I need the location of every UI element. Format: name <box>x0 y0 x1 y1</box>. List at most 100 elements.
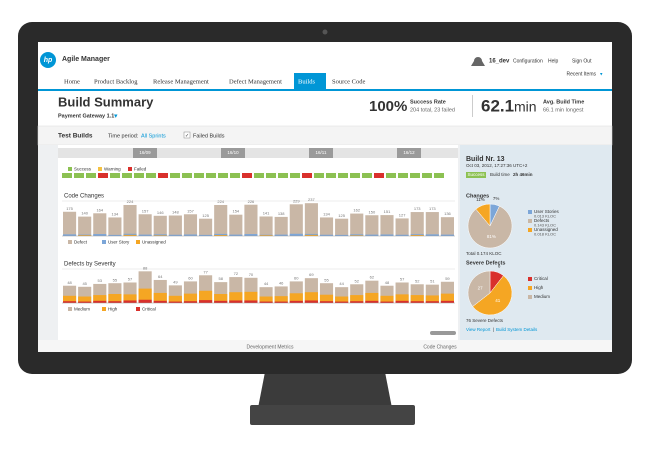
build-status <box>74 173 84 178</box>
slice-label: 11% <box>476 197 485 202</box>
bar <box>214 300 228 303</box>
view-selector[interactable]: Test Builds <box>58 133 93 140</box>
pie-slice <box>467 205 513 249</box>
bar-label: 45 <box>82 281 87 286</box>
bar <box>440 300 454 303</box>
bar <box>365 215 379 236</box>
bar <box>425 234 439 236</box>
nav-tab[interactable]: Release Management <box>153 78 209 85</box>
bar <box>199 234 213 236</box>
legend-label: Medium <box>534 294 550 299</box>
build-status <box>290 173 300 178</box>
bar-label: 146 <box>157 210 164 215</box>
bar <box>410 235 424 236</box>
timeline-marker-label: 16/11 <box>316 150 327 155</box>
bar <box>274 296 288 303</box>
checkbox-label[interactable]: Failed Builds <box>193 133 225 139</box>
bar <box>365 300 379 303</box>
recent-items[interactable]: Recent Items <box>567 71 597 77</box>
bar-label: 226 <box>248 199 255 204</box>
bar-label: 51 <box>430 279 435 284</box>
legend-label: Defect <box>74 240 88 245</box>
bar <box>168 301 182 303</box>
active-tab <box>294 73 326 89</box>
build-status <box>386 173 396 178</box>
bar-label: 60 <box>294 275 299 280</box>
build-status <box>410 173 420 178</box>
link[interactable]: Build System Details <box>496 327 538 332</box>
nav-tab[interactable]: Source Code <box>332 78 366 85</box>
bar-label: 52 <box>415 278 420 283</box>
bar <box>199 300 213 303</box>
bar-label: 175 <box>66 206 73 211</box>
legend-swatch <box>128 167 132 171</box>
bar-label: 59 <box>445 276 450 281</box>
bar <box>153 234 167 236</box>
build-status <box>362 173 372 178</box>
period-label: Time period: <box>108 133 139 139</box>
period-selector[interactable]: All Sprints <box>141 133 166 139</box>
build-time-value: 62.1 <box>481 96 514 115</box>
header-link[interactable]: Configuration <box>513 58 543 64</box>
scrollbar[interactable] <box>430 331 456 335</box>
bar <box>229 234 243 236</box>
bar <box>289 300 303 303</box>
build-status <box>170 173 180 178</box>
bar-label: 224 <box>127 199 134 204</box>
bar-label: 173 <box>429 206 436 211</box>
separator: | <box>493 327 494 332</box>
bar <box>183 293 198 303</box>
logo-text: hp <box>44 57 53 64</box>
legend-label: User Story <box>108 240 130 245</box>
bar-label: 44 <box>339 281 344 286</box>
build-status <box>326 173 336 178</box>
bar-label: 57 <box>128 277 133 282</box>
nav-tab[interactable]: Defect Management <box>229 78 282 85</box>
legend-swatch <box>528 286 532 290</box>
header-link[interactable]: Sign Out <box>572 58 592 64</box>
bar <box>304 300 318 303</box>
nav-tab[interactable]: Home <box>64 78 80 85</box>
footer-tab: Code Changes <box>423 344 457 350</box>
legend-label: Unassigned <box>534 227 558 232</box>
user-name[interactable]: 16_dev <box>489 59 510 65</box>
link[interactable]: View Report <box>466 327 491 332</box>
legend-detail: 0.143 KLOC <box>534 223 556 228</box>
bar <box>319 301 334 303</box>
bar <box>425 295 439 303</box>
build-status <box>350 173 360 178</box>
bar <box>440 293 454 303</box>
bar-label: 136 <box>444 211 451 216</box>
bar-label: 77 <box>203 269 208 274</box>
release-selector[interactable]: Payment Gateway 1.1 <box>58 113 114 119</box>
camera <box>322 29 328 35</box>
app-name: Agile Manager <box>62 56 110 63</box>
bar <box>335 296 349 303</box>
bar-label: 48 <box>67 280 72 285</box>
bar-label: 140 <box>81 211 88 216</box>
bar-label: 164 <box>96 207 103 212</box>
bar <box>304 234 318 236</box>
caret: ▾ <box>600 71 603 77</box>
header-link[interactable]: Help <box>548 58 559 64</box>
legend-swatch <box>136 240 140 244</box>
legend-label: High <box>108 307 118 312</box>
bar <box>244 234 258 236</box>
success-rate-detail: 204 total, 23 failed <box>410 107 455 113</box>
build-status <box>122 173 132 178</box>
legend-label: Medium <box>74 307 90 312</box>
bar <box>289 204 303 236</box>
bar <box>168 295 182 303</box>
legend-detail: 0.013 KLOC <box>534 214 556 219</box>
timeline-marker <box>397 148 421 158</box>
build-status <box>206 173 216 178</box>
nav-tab[interactable]: Builds <box>298 78 315 85</box>
bar-label: 62 <box>370 275 375 280</box>
bar <box>138 234 152 236</box>
checkbox[interactable] <box>183 131 191 139</box>
bar <box>259 301 273 303</box>
bar-label: 157 <box>142 208 149 213</box>
bar <box>425 212 439 236</box>
bar <box>63 295 77 303</box>
nav-tab[interactable]: Product Backlog <box>94 78 138 85</box>
